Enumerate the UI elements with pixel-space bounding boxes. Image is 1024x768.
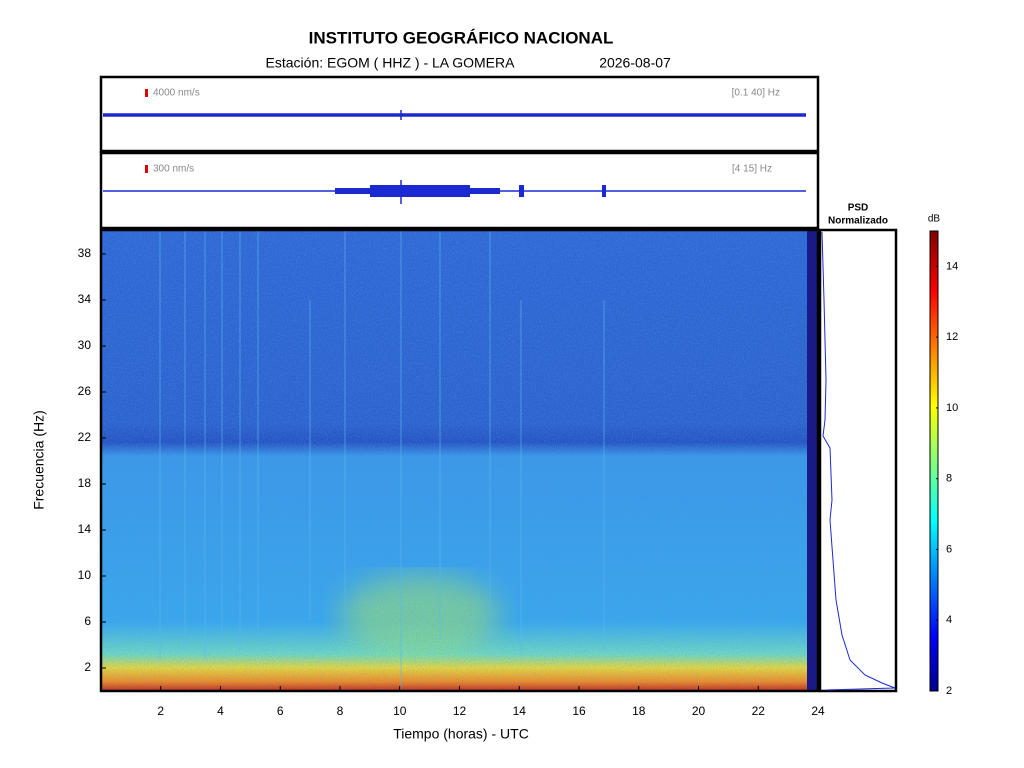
x-tick-label: 8: [337, 704, 344, 718]
trace-scale: 4000 nm/s: [153, 88, 200, 99]
colorbar-tick-label: 4: [946, 614, 952, 626]
x-tick-label: 12: [453, 704, 467, 718]
y-tick-label: 22: [78, 430, 92, 444]
y-tick-label: 26: [78, 384, 92, 398]
psd-frame: [818, 228, 898, 693]
colorbar: [929, 230, 939, 692]
trace-band: [4 15] Hz: [732, 164, 772, 175]
x-tick-label: 22: [752, 704, 766, 718]
x-tick-label: 4: [217, 704, 224, 718]
psd-curve: [821, 231, 896, 691]
spectrogram-streaks: [159, 230, 605, 690]
psd-title: Normalizado: [828, 216, 888, 227]
colorbar-tick-label: 6: [946, 543, 952, 555]
x-tick-label: 20: [692, 704, 706, 718]
colorbar-label: dB: [928, 214, 941, 225]
panel-frame: [99, 151, 820, 230]
waveform-burst: [602, 185, 606, 197]
y-tick-label: 38: [78, 246, 92, 260]
y-tick-label: 14: [78, 522, 92, 536]
x-tick-label: 24: [811, 704, 825, 718]
spectrogram-edge: [807, 230, 819, 691]
x-tick-label: 10: [393, 704, 407, 718]
trace-panel: 4000 nm/s [0.1 40] Hz: [99, 75, 820, 153]
spectrogram-noise: [101, 230, 807, 691]
x-tick-label: 18: [632, 704, 646, 718]
x-tick-label: 6: [277, 704, 284, 718]
waveform-burst: [370, 185, 470, 197]
y-tick-label: 30: [78, 338, 92, 352]
x-tick-label: 2: [157, 704, 164, 718]
waveform-burst: [519, 185, 524, 197]
y-tick-label: 10: [78, 568, 92, 582]
y-tick-label: 34: [78, 292, 92, 306]
y-tick-label: 2: [84, 660, 91, 674]
station: Estación: EGOM ( HHZ ) - LA GOMERA: [266, 55, 516, 71]
trace-panel: 300 nm/s [4 15] Hz: [99, 151, 820, 230]
trace-band: [0.1 40] Hz: [732, 88, 780, 99]
psd-title: PSD: [848, 203, 869, 214]
y-axis-label: Frecuencia (Hz): [31, 410, 47, 510]
trace-scale: 300 nm/s: [153, 164, 194, 175]
colorbar-tick-label: 8: [946, 473, 952, 485]
y-tick-label: 6: [84, 614, 91, 628]
colorbar-tick-label: 14: [946, 260, 958, 272]
date: 2026-08-07: [599, 55, 671, 71]
colorbar-tick-label: 2: [946, 685, 952, 697]
panel-frame: [99, 75, 820, 153]
x-axis-label: Tiempo (horas) - UTC: [393, 726, 529, 742]
spectrogram: [99, 228, 820, 693]
colorbar-tick-label: 12: [946, 331, 958, 343]
x-tick-label: 16: [572, 704, 586, 718]
colorbar-tick-label: 10: [946, 402, 958, 414]
chart-title: INSTITUTO GEOGRÁFICO NACIONAL: [309, 28, 614, 47]
x-tick-label: 14: [513, 704, 527, 718]
y-tick-label: 18: [78, 476, 92, 490]
scale-marker: [145, 89, 148, 97]
scale-marker: [145, 165, 148, 173]
